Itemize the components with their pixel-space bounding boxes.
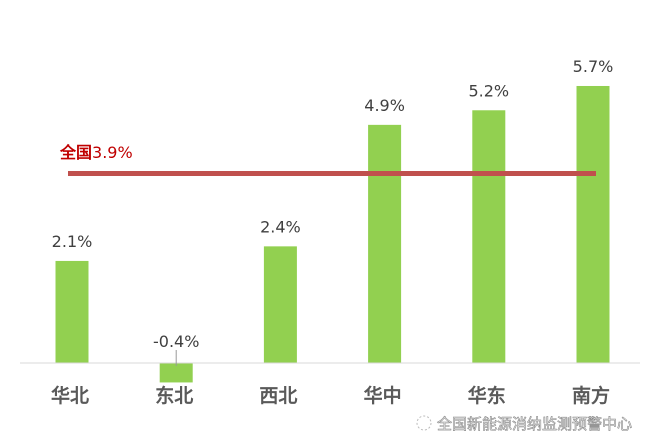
national-average-label: 全国3.9% bbox=[59, 143, 133, 162]
category-label: 西北 bbox=[259, 385, 297, 407]
watermark-text: 全国新能源消纳监测预警中心 bbox=[437, 415, 632, 433]
national-label-value: 3.9% bbox=[92, 143, 133, 162]
category-label: 南方 bbox=[572, 384, 610, 407]
bar-东北 bbox=[159, 363, 193, 383]
value-label: 2.1% bbox=[52, 232, 93, 251]
wechat-logo-icon bbox=[416, 415, 432, 431]
bar-西北 bbox=[263, 246, 297, 363]
bar-南方 bbox=[576, 85, 610, 363]
category-label: 东北 bbox=[155, 384, 193, 407]
category-label: 华中 bbox=[364, 384, 402, 407]
bar-华北 bbox=[55, 260, 89, 363]
bar-华中 bbox=[368, 124, 402, 363]
value-label: 2.4% bbox=[260, 217, 301, 236]
category-label: 华北 bbox=[51, 384, 89, 407]
value-label: 4.9% bbox=[364, 96, 405, 115]
value-label: -0.4% bbox=[153, 332, 199, 351]
national-label-name: 全国 bbox=[59, 143, 92, 162]
bar-华东 bbox=[472, 110, 506, 363]
value-label: 5.7% bbox=[573, 57, 614, 76]
category-label: 华东 bbox=[468, 384, 506, 407]
value-label: 5.2% bbox=[468, 81, 509, 100]
watermark: 全国新能源消纳监测预警中心 bbox=[416, 415, 632, 433]
